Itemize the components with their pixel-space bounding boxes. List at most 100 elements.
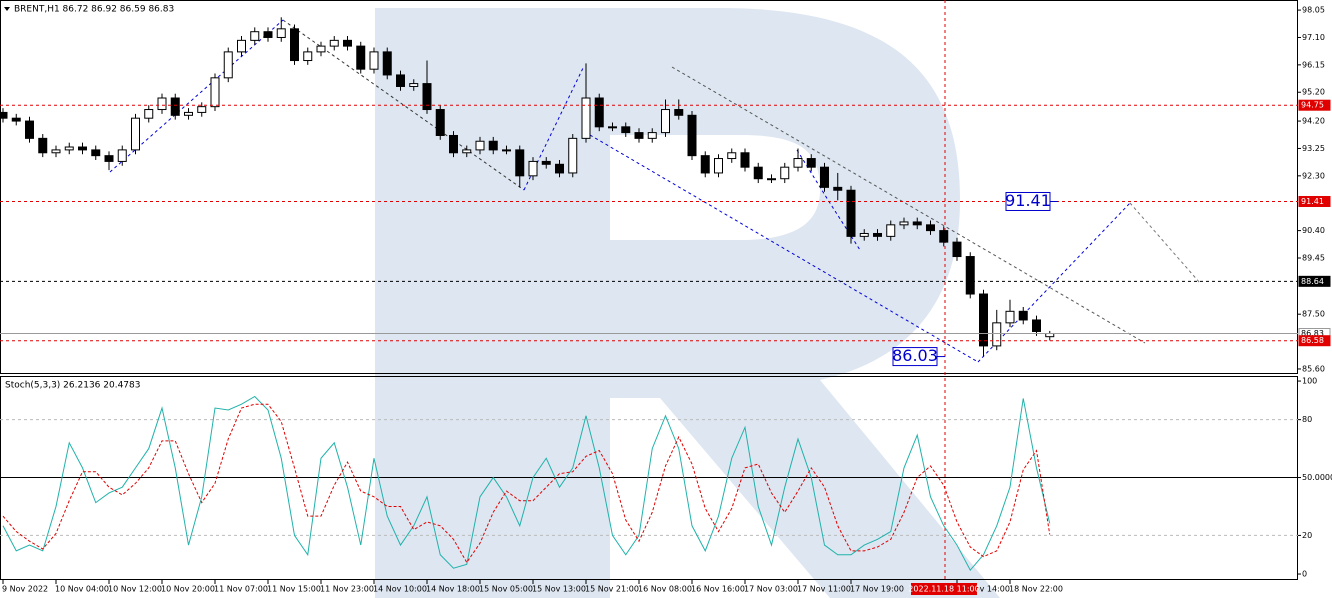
candle-body — [144, 109, 154, 119]
candle-body — [51, 149, 61, 154]
y-tick-label: 92.30 — [1302, 171, 1325, 180]
main-title: BRENT,H1 86.72 86.92 86.59 86.83 — [14, 5, 174, 15]
candle-body — [647, 132, 657, 139]
candle-body — [661, 109, 670, 134]
y-tick-label: 93.25 — [1302, 144, 1325, 153]
candle-body — [833, 186, 843, 191]
x-tick-label: 17 Nov 11:00 — [797, 585, 851, 594]
x-tick-label: 18 Nov 14:00 — [956, 585, 1010, 594]
y-tick-label: 97.10 — [1302, 33, 1325, 42]
candle-body — [1005, 310, 1015, 324]
candle-body — [303, 51, 313, 62]
candle-body — [422, 83, 432, 111]
level-label: 86.58 — [1301, 336, 1324, 345]
candle-body — [0, 111, 8, 119]
crosshair-label-box — [911, 583, 977, 595]
candle-body — [687, 114, 697, 157]
candle-body — [409, 83, 419, 87]
crosshair-label: 2022.11.18 11:00 — [908, 585, 979, 594]
candle-body — [820, 166, 829, 188]
candle-body — [104, 155, 114, 162]
candle-body — [979, 293, 988, 347]
y-tick-label: 85.60 — [1302, 364, 1325, 373]
x-tick-label: 18 Nov 22:00 — [1009, 585, 1063, 594]
level-label: 94.75 — [1301, 101, 1324, 110]
candle-body — [873, 232, 882, 237]
y-tick-label: 50.0000 — [1302, 473, 1332, 482]
candle-body — [11, 117, 21, 122]
level-label-box — [1298, 275, 1331, 287]
level-label: 88.64 — [1301, 277, 1324, 286]
candle-body — [329, 39, 339, 47]
candle-body — [992, 322, 1002, 347]
level-label-box — [1298, 335, 1331, 347]
candle-body — [356, 45, 366, 70]
candle-body — [343, 39, 352, 47]
candle-body — [528, 160, 538, 177]
level-label-box — [1298, 195, 1331, 207]
candle-body — [608, 126, 617, 129]
candle-body — [541, 160, 551, 165]
candle-body — [475, 140, 485, 151]
candle-body — [634, 132, 644, 139]
stoch-title: Stoch(5,3,3) 26.2136 20.4783 — [5, 381, 140, 391]
candle-body — [78, 146, 87, 151]
candle-body — [581, 97, 591, 139]
candle-body — [793, 158, 803, 168]
candle-body — [210, 77, 220, 108]
candle-body — [555, 163, 564, 174]
candle-body — [449, 134, 458, 154]
candle-body — [568, 137, 578, 174]
candle-body — [382, 51, 392, 76]
annotation-label: 91.41 — [1005, 191, 1051, 210]
candle-body — [780, 166, 790, 180]
candle-body — [462, 149, 472, 154]
candle-body — [131, 117, 140, 151]
candle-body — [290, 28, 299, 62]
candle-body — [767, 178, 776, 181]
candle-body — [806, 158, 816, 168]
x-tick-label: 10 Nov 04:00 — [55, 585, 109, 594]
candle-body — [727, 152, 737, 160]
candle-body — [740, 152, 750, 168]
candle-body — [502, 149, 511, 152]
candle-body — [700, 155, 710, 174]
x-tick-label: 16 Nov 16:00 — [691, 585, 745, 594]
candle-body — [157, 97, 167, 111]
candle-body — [965, 256, 975, 295]
x-tick-label: 15 Nov 21:00 — [585, 585, 639, 594]
candle-body — [859, 232, 869, 237]
y-tick-label: 98.05 — [1302, 6, 1325, 15]
candle-body — [197, 106, 207, 113]
candle-body — [674, 109, 684, 116]
candle-body — [316, 45, 326, 53]
level-label: 91.41 — [1301, 197, 1324, 206]
y-tick-label: 90.40 — [1302, 226, 1325, 235]
level-label: 86.83 — [1301, 329, 1324, 338]
candle-body — [1032, 319, 1041, 332]
y-tick-label: 0 — [1302, 570, 1307, 579]
candle-body — [276, 28, 286, 38]
candle-body — [926, 224, 935, 232]
candle-body — [488, 140, 498, 151]
y-tick-label: 80 — [1302, 415, 1312, 424]
annotation-label: 86.03 — [892, 346, 938, 365]
x-tick-label: 11 Nov 07:00 — [214, 585, 268, 594]
candle-body — [939, 230, 949, 243]
x-tick-label: 11 Nov 23:00 — [320, 585, 374, 594]
candle-body — [170, 97, 180, 116]
candle-body — [435, 109, 445, 136]
candle-body — [369, 51, 379, 70]
x-tick-label: 11 Nov 15:00 — [267, 585, 321, 594]
watermark — [375, 8, 1000, 598]
candle-body — [64, 146, 74, 151]
candle-body — [912, 221, 922, 226]
y-tick-label: 95.20 — [1302, 88, 1325, 97]
y-tick-label: 100 — [1302, 377, 1317, 386]
x-tick-label: 17 Nov 19:00 — [850, 585, 904, 594]
y-tick-label: 20 — [1302, 531, 1312, 540]
y-tick-label: 87.50 — [1302, 310, 1325, 319]
candle-body — [886, 224, 896, 237]
stoch-line — [2, 395, 1051, 572]
